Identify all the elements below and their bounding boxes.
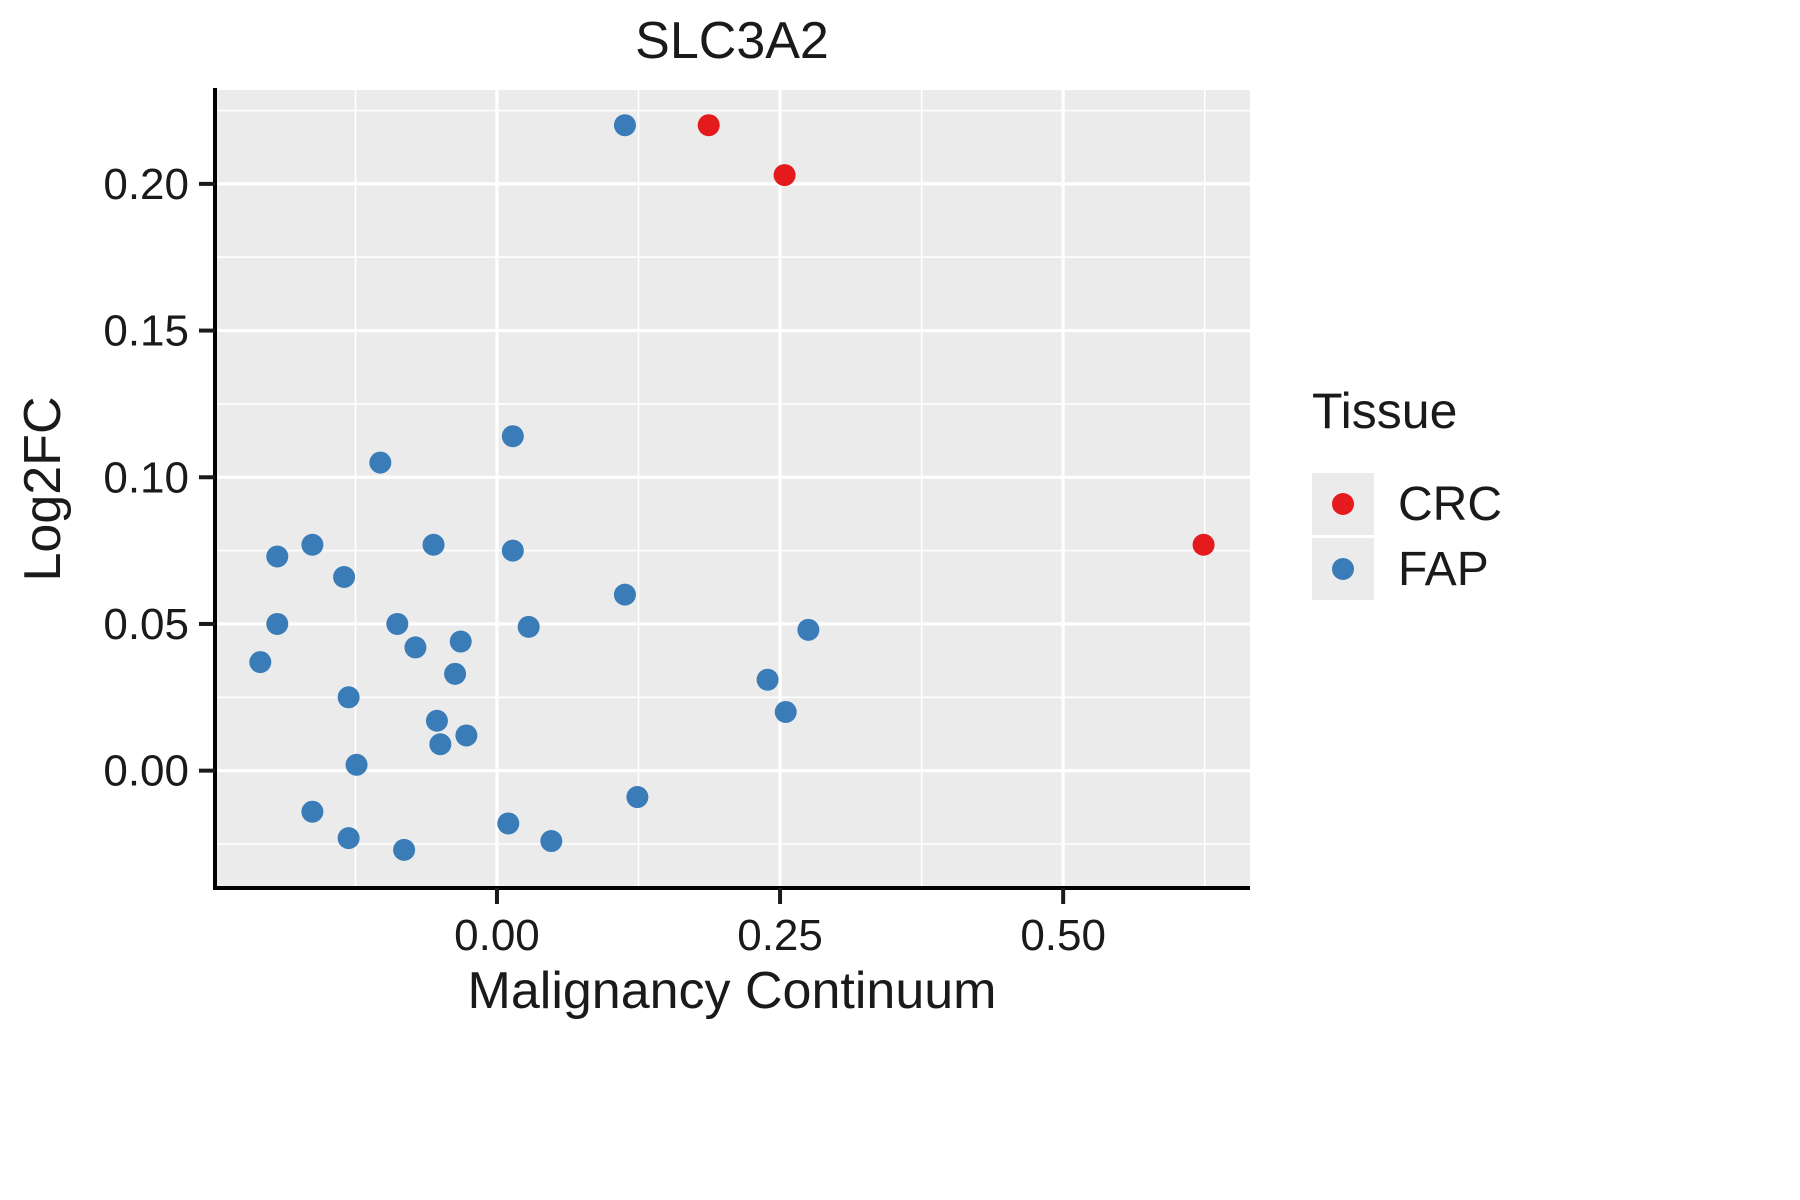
major-gridlines: [215, 90, 1250, 888]
legend-entry-crc: CRC: [1312, 473, 1502, 535]
legend-dot-fap-icon: [1332, 558, 1354, 580]
data-point-fap: [613, 583, 636, 606]
data-point-fap: [444, 662, 467, 685]
data-point-fap: [301, 533, 324, 556]
data-point-fap: [386, 612, 409, 635]
data-point-crc: [773, 164, 796, 187]
legend-dot-crc-icon: [1332, 493, 1354, 515]
data-point-fap: [774, 700, 797, 723]
data-point-fap: [797, 618, 820, 641]
data-point-fap: [266, 612, 289, 635]
data-point-fap: [429, 733, 452, 756]
chart-title: SLC3A2: [635, 12, 829, 70]
data-point-fap: [266, 545, 289, 568]
data-point-fap: [613, 114, 636, 137]
legend-entry-fap: FAP: [1312, 538, 1489, 600]
axis-tick-labels: 0.00 0.25 0.50 0.00 0.05 0.10 0.15 0.20: [103, 160, 1106, 960]
x-axis-title: Malignancy Continuum: [468, 962, 997, 1020]
legend-label-fap: FAP: [1398, 543, 1489, 596]
data-point-fap: [393, 838, 416, 861]
data-point-fap: [333, 566, 356, 589]
data-point-fap: [337, 827, 360, 850]
x-tick-label: 0.25: [737, 911, 823, 960]
data-point-fap: [517, 615, 540, 638]
data-point-fap: [345, 753, 368, 776]
data-point-fap: [301, 800, 324, 823]
y-axis-title: Log2FC: [14, 397, 72, 582]
data-points: [249, 114, 1215, 861]
data-point-fap: [425, 709, 448, 732]
x-tick-label: 0.00: [454, 911, 540, 960]
data-point-fap: [626, 786, 649, 809]
data-point-fap: [422, 533, 445, 556]
legend-title: Tissue: [1312, 383, 1457, 439]
y-tick-label: 0.15: [103, 307, 189, 356]
plot-panel: [215, 90, 1250, 888]
data-point-fap: [249, 651, 272, 674]
y-tick-label: 0.00: [103, 747, 189, 796]
data-point-crc: [1192, 533, 1215, 556]
x-tick-label: 0.50: [1020, 911, 1106, 960]
data-point-crc: [697, 114, 720, 137]
minor-gridlines: [215, 90, 1250, 888]
y-tick-label: 0.20: [103, 160, 189, 209]
data-point-fap: [404, 636, 427, 659]
data-point-fap: [501, 539, 524, 562]
data-point-fap: [501, 425, 524, 448]
data-point-fap: [369, 451, 392, 474]
legend: Tissue CRC FAP: [1312, 383, 1502, 600]
data-point-fap: [455, 724, 478, 747]
axis-ticks: [199, 181, 1066, 904]
y-tick-label: 0.10: [103, 453, 189, 502]
data-point-fap: [449, 630, 472, 653]
data-point-fap: [337, 686, 360, 709]
y-tick-label: 0.05: [103, 600, 189, 649]
data-point-fap: [540, 830, 563, 853]
legend-label-crc: CRC: [1398, 478, 1502, 531]
data-point-fap: [497, 812, 520, 835]
data-point-fap: [756, 668, 779, 691]
